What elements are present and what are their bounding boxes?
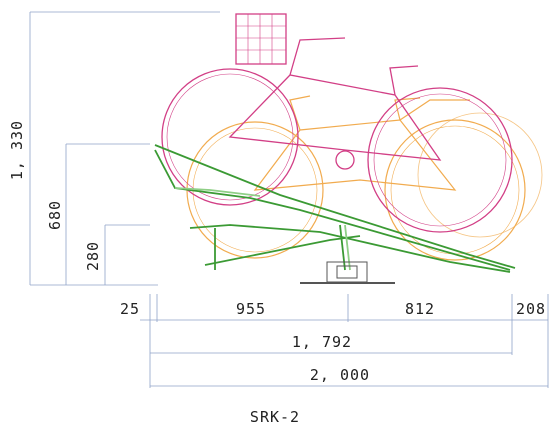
upper-bicycle (161, 13, 513, 233)
lower-bike-seat (394, 97, 421, 121)
rack-base (300, 261, 395, 284)
height-upper-label: 680 (46, 200, 64, 230)
offset-right-label: 208 (516, 300, 546, 318)
upper-bike-rear-rim (373, 93, 507, 227)
lower-bike-rear-wheel-shadow (417, 112, 543, 238)
lower-bike-handlebar (289, 95, 311, 131)
upper-bike-basket (235, 13, 287, 65)
height-total-label: 1, 330 (8, 120, 26, 180)
upper-bike-seat (389, 65, 419, 96)
span-rear-label: 812 (405, 300, 435, 318)
lower-tray-rail (189, 224, 511, 273)
span-total-label: 2, 000 (310, 366, 370, 384)
horizontal-dimensions (140, 294, 549, 388)
bike-rack (154, 144, 516, 273)
lower-bike-frame (253, 119, 457, 191)
lower-tray-strut (204, 235, 361, 266)
upper-bike-crank (335, 150, 355, 170)
span-main-label: 1, 792 (292, 333, 352, 351)
model-caption: SRK-2 (249, 408, 301, 426)
offset-left-label: 25 (120, 300, 140, 318)
upper-bike-frame (228, 74, 442, 161)
upper-bike-basket-mesh (236, 14, 286, 64)
central-support-post-inner (344, 224, 351, 271)
upper-bike-handlebar (289, 37, 346, 76)
lower-bicycle (186, 95, 543, 261)
base-plate (326, 261, 368, 283)
upper-tray-rail (154, 144, 516, 269)
upper-tray-brace (174, 187, 261, 197)
span-front-label: 955 (236, 300, 266, 318)
lower-bike-rear-carrier (399, 99, 470, 121)
vertical-dimensions (29, 11, 220, 286)
base-bolt-housing (336, 265, 358, 279)
upper-bike-front-rim (166, 73, 294, 201)
upper-tray-lower-rail (154, 149, 511, 271)
height-lower-label: 280 (84, 241, 102, 271)
lower-bike-rear-wheel (384, 119, 526, 261)
upper-bike-rear-wheel (367, 87, 513, 233)
central-support-post (339, 224, 346, 271)
upper-bike-front-wheel (161, 68, 299, 206)
